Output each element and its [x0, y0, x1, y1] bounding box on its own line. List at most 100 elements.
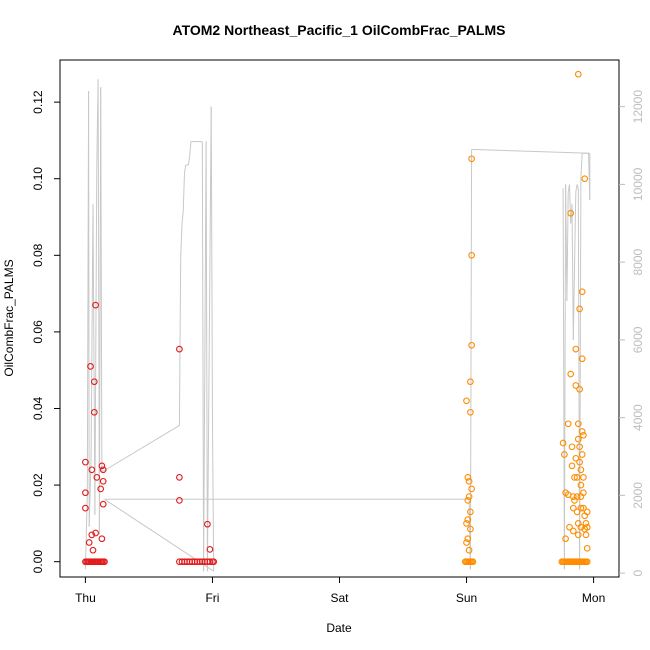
- series-1-point: [206, 558, 214, 566]
- series-2-point: [568, 443, 576, 451]
- y-tick-label: 0.12: [31, 90, 45, 114]
- y-tick-label: 0.04: [31, 396, 45, 420]
- series-1-point: [88, 531, 96, 539]
- y-axis: 0.00 0.02 0.04 0.06 0.08 0.10 0.12: [31, 90, 60, 573]
- series-2-point: [468, 341, 475, 349]
- y2-tick-label: 6000: [631, 326, 645, 353]
- altitude-segment: [182, 172, 185, 212]
- series-2-point: [467, 378, 474, 386]
- series-1-point: [92, 301, 99, 309]
- series-2-point: [578, 355, 586, 363]
- series-1-point: [196, 558, 204, 566]
- series-2-point: [465, 477, 473, 485]
- series-1-point: [101, 558, 108, 566]
- series-2-point: [562, 535, 569, 543]
- series-2-point: [561, 451, 568, 458]
- series-2-point: [468, 251, 475, 259]
- series-1-point: [88, 466, 96, 474]
- series-1-point: [90, 378, 98, 386]
- altitude-segment: [201, 141, 205, 572]
- series-2-point: [576, 443, 583, 451]
- series-2-point: [576, 458, 583, 466]
- altitude-segment: [567, 184, 570, 193]
- altitude-segment: [206, 106, 212, 572]
- series-2-point: [464, 516, 472, 523]
- y2-tick-label: 8000: [631, 248, 645, 275]
- series-1-point: [85, 539, 93, 546]
- series-2-point: [578, 451, 586, 458]
- series-2-point: [578, 428, 586, 435]
- series-2-point: [578, 288, 586, 296]
- series-1-point: [82, 458, 89, 466]
- altitude-segment: [580, 153, 583, 177]
- series-2-point: [577, 504, 585, 512]
- x-tick-label: Sat: [330, 591, 349, 605]
- series-1-point: [178, 558, 186, 566]
- altitude-segment: [88, 456, 92, 527]
- altitude-segment: [471, 148, 590, 154]
- altitude-segment: [562, 188, 565, 570]
- series-2-point: [468, 485, 475, 493]
- series-2-point: [581, 175, 589, 183]
- series-2-point: [467, 525, 474, 533]
- series-1-point: [82, 504, 89, 512]
- series-2-point: [577, 466, 585, 474]
- series-2-point: [577, 523, 585, 531]
- data-points: [82, 70, 591, 566]
- y-tick-label: 0.02: [31, 473, 45, 497]
- series-2-point: [582, 531, 590, 539]
- series-2-point: [467, 408, 474, 416]
- series-2-point: [574, 435, 582, 443]
- series-2-point: [568, 462, 576, 470]
- series-1-point: [98, 462, 106, 470]
- altitude-segment: [205, 141, 208, 572]
- altitude-segment: [178, 258, 182, 426]
- series-2-point: [576, 385, 583, 393]
- altitude-segment: [189, 141, 192, 158]
- series-2-point: [583, 523, 591, 531]
- y-tick-label: 0.00: [31, 550, 45, 574]
- series-2-point: [468, 155, 475, 163]
- altitude-segment: [184, 164, 187, 173]
- series-1-point: [93, 474, 101, 481]
- y2-tick-label: 10000: [631, 167, 645, 201]
- series-1-point: [176, 474, 183, 481]
- series-2-point: [569, 504, 577, 512]
- series-2-point: [580, 474, 587, 481]
- series-2-point: [583, 558, 591, 566]
- series-1-point: [82, 489, 89, 497]
- altitude-segment: [575, 184, 578, 193]
- y-tick-label: 0.06: [31, 320, 45, 344]
- series-1-point: [92, 529, 99, 537]
- series-1-point: [210, 558, 218, 566]
- series-2-point: [464, 474, 472, 481]
- series-2-point: [573, 493, 581, 500]
- series-1-point: [97, 485, 105, 493]
- altitude-segment: [101, 424, 180, 473]
- x-tick-label: Mon: [582, 591, 605, 605]
- series-2-point: [576, 305, 583, 313]
- series-2-point: [580, 431, 587, 439]
- altitude-segment: [571, 203, 574, 340]
- series-2-point: [465, 493, 473, 500]
- series-1-point: [204, 520, 211, 528]
- altitude-segment: [92, 203, 96, 515]
- series-1-point: [206, 546, 214, 553]
- x-tick-label: Sun: [456, 591, 477, 605]
- series-1-point: [89, 546, 97, 554]
- series-2-point: [559, 439, 567, 447]
- altitude-segment: [187, 157, 191, 166]
- x-axis-label: Date: [326, 621, 352, 635]
- series-1-point: [87, 363, 94, 370]
- series-2-point: [463, 520, 470, 527]
- altitude-segment: [100, 87, 103, 473]
- series-2-point: [569, 527, 577, 535]
- altitude-segment: [180, 223, 183, 259]
- series-2-point: [571, 474, 578, 481]
- series-2-point: [572, 382, 580, 389]
- series-2-point: [567, 209, 575, 217]
- y-axis-label: OilCombFrac_PALMS: [2, 259, 16, 376]
- series-2-point: [574, 531, 582, 539]
- series-2-point: [465, 546, 473, 554]
